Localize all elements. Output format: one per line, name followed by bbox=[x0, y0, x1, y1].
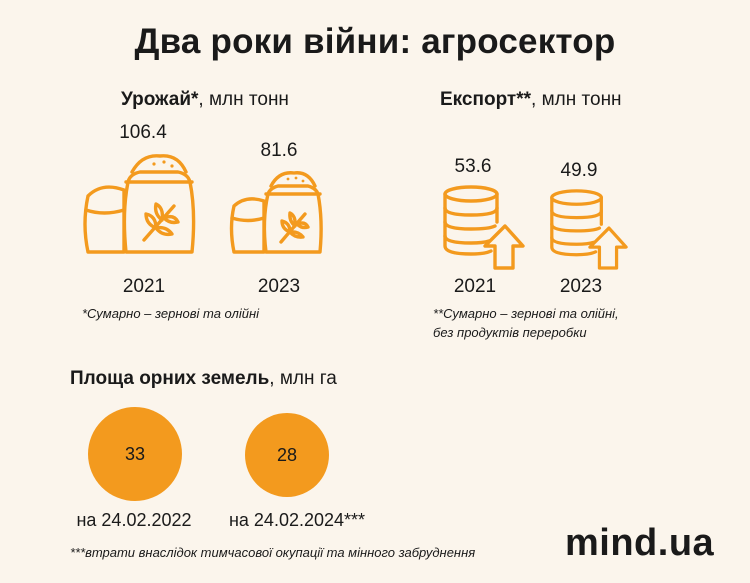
land-title: Площа орних земель, млн га bbox=[70, 368, 337, 389]
page-title: Два роки війни: агросектор bbox=[134, 22, 616, 61]
harvest-title: Урожай*, млн тонн bbox=[121, 89, 289, 110]
land-bubble-2024: 28 bbox=[245, 413, 329, 497]
brand-logo: mind.ua bbox=[565, 522, 715, 564]
land-bubble-2022: 33 bbox=[88, 407, 182, 501]
land-value-2022: 33 bbox=[124, 443, 146, 464]
coin-stack-up-arrow-icon bbox=[443, 185, 525, 270]
grain-sacks-icon bbox=[83, 154, 196, 254]
harvest-value-2023: 81.6 bbox=[260, 140, 298, 161]
export-title: Експорт**, млн тонн bbox=[440, 89, 622, 110]
export-year-2023: 2023 bbox=[559, 276, 603, 297]
export-note: **Сумарно – зернові та олійні, без проду… bbox=[433, 304, 619, 342]
harvest-year-2021: 2021 bbox=[122, 276, 166, 297]
land-footnote: ***втрати внаслідок тимчасової окупації … bbox=[70, 545, 476, 560]
export-year-2021: 2021 bbox=[453, 276, 497, 297]
export-note-line-2: без продуктів переробки bbox=[433, 325, 587, 340]
harvest-year-2023: 2023 bbox=[257, 276, 301, 297]
land-date-2024: на 24.02.2024*** bbox=[228, 510, 366, 530]
export-note-line-1: **Сумарно – зернові та олійні, bbox=[433, 306, 619, 321]
harvest-value-2021: 106.4 bbox=[119, 122, 167, 143]
harvest-note: *Сумарно – зернові та олійні bbox=[82, 306, 259, 321]
land-value-2024: 28 bbox=[276, 444, 298, 465]
export-value-2023: 49.9 bbox=[560, 160, 598, 181]
coin-stack-up-arrow-icon bbox=[550, 189, 628, 270]
land-date-2022: на 24.02.2022 bbox=[76, 510, 192, 530]
grain-sacks-icon bbox=[229, 171, 323, 254]
export-value-2021: 53.6 bbox=[454, 156, 492, 177]
